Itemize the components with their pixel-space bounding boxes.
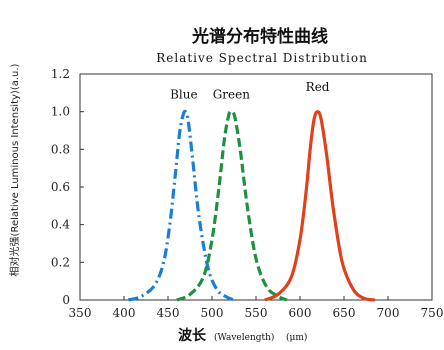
series-line-red bbox=[264, 110, 376, 302]
series-line-green bbox=[176, 109, 288, 302]
x-tick-label: 700 bbox=[377, 306, 400, 320]
chart-subtitle: Relative Spectral Distribution bbox=[156, 51, 368, 65]
series-labels: Blue Green Red bbox=[170, 80, 330, 102]
x-ticks: 350 400 450 500 550 600 650 700 750 bbox=[69, 296, 444, 320]
chart-title: 光谱分布特性曲线 bbox=[191, 26, 328, 47]
series-group bbox=[127, 109, 376, 302]
series-label-red: Red bbox=[306, 80, 330, 94]
x-tick-label: 650 bbox=[333, 306, 356, 320]
x-tick-label: 600 bbox=[289, 306, 312, 320]
x-tick-label: 550 bbox=[245, 306, 268, 320]
series-label-blue: Blue bbox=[170, 87, 198, 101]
x-axis-label-cn: 波长 bbox=[178, 327, 207, 344]
x-tick-label: 350 bbox=[69, 306, 92, 320]
y-tick-label: 1.2 bbox=[51, 67, 70, 81]
x-tick-label: 400 bbox=[113, 306, 136, 320]
x-axis-label-en: (Wavelength) bbox=[214, 332, 274, 343]
plot-frame bbox=[79, 73, 433, 301]
x-tick-label: 450 bbox=[157, 306, 180, 320]
y-axis-label: 相对光强(Relative Luminous Intensity)(a.u.) bbox=[8, 63, 21, 276]
x-tick-label: 750 bbox=[421, 306, 444, 320]
y-tick-label: 0.8 bbox=[51, 142, 70, 156]
series-line-blue bbox=[127, 109, 235, 302]
series-label-green: Green bbox=[213, 87, 251, 101]
y-ticks: 0 0.2 0.4 0.6 0.8 1.0 1.2 bbox=[51, 67, 84, 307]
x-axis-label: 波长 (Wavelength) (μm) bbox=[178, 327, 307, 344]
y-tick-label: 0.4 bbox=[51, 218, 70, 232]
y-tick-label: 0 bbox=[62, 293, 70, 307]
y-tick-label: 0.6 bbox=[51, 180, 70, 194]
x-axis-label-unit: (μm) bbox=[286, 332, 307, 343]
y-tick-label: 1.0 bbox=[51, 105, 70, 119]
y-tick-label: 0.2 bbox=[51, 255, 70, 269]
x-tick-label: 500 bbox=[201, 306, 224, 320]
